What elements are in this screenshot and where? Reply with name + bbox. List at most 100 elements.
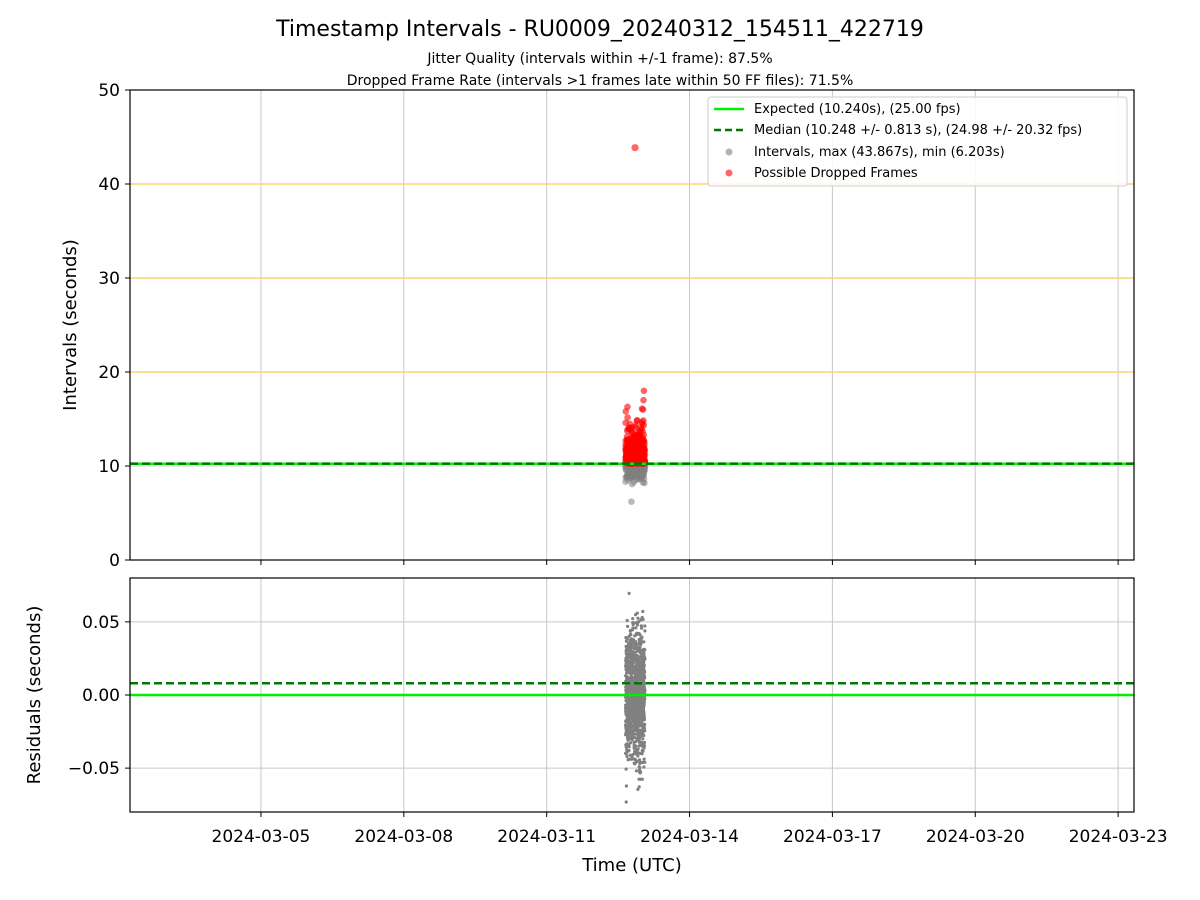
bottom-y-axis: 0.05 0.00 −0.05 [68, 613, 130, 779]
residual-point [632, 714, 636, 718]
residual-point [636, 616, 640, 620]
residual-point [625, 677, 629, 681]
residual-point [640, 748, 644, 753]
residual-point [637, 720, 642, 724]
residual-point [635, 623, 640, 627]
residual-point [634, 626, 638, 630]
x-tick-label: 2024-03-17 [783, 827, 882, 847]
bottom-residual-points [624, 591, 647, 804]
residual-point [637, 638, 641, 642]
residual-point [637, 785, 641, 789]
residual-point [636, 732, 640, 736]
residual-point [624, 752, 628, 756]
residual-point [640, 663, 645, 667]
legend-swatch-dropped [725, 169, 733, 177]
residual-point [624, 636, 628, 640]
bottom-expected-median-lines [130, 682, 1134, 697]
bottom-y-tick-label: 0.05 [82, 613, 120, 633]
residual-point [635, 717, 639, 722]
residual-point [628, 648, 633, 653]
residual-point [636, 620, 640, 624]
residual-point [641, 737, 645, 741]
top-y-tick-label: 10 [98, 457, 120, 477]
legend-box [707, 96, 1128, 187]
residual-point [643, 681, 647, 686]
legend-swatch-intervals [725, 148, 733, 156]
residual-point [633, 664, 638, 668]
residual-point [636, 754, 640, 758]
dropped-frame-point [640, 454, 648, 462]
chart-subtitle-dropped: Dropped Frame Rate (intervals >1 frames … [347, 73, 854, 89]
residual-point [624, 644, 628, 648]
top-y-tick-label: 0 [109, 551, 120, 571]
residual-point [639, 678, 643, 682]
residual-point [628, 667, 632, 671]
residual-point [627, 748, 631, 753]
residual-point [637, 706, 641, 710]
residual-point [643, 624, 647, 628]
residual-point [624, 708, 628, 712]
residual-point [642, 765, 646, 769]
residual-point [638, 761, 642, 766]
x-tick-label: 2024-03-08 [354, 827, 453, 847]
residual-point [629, 734, 633, 738]
residual-point [631, 661, 635, 665]
residual-point [641, 706, 646, 710]
residual-point [632, 732, 636, 736]
residual-point [631, 658, 636, 662]
interval-point-min [628, 498, 635, 506]
residual-point [632, 670, 636, 674]
dropped-frame-point [629, 454, 637, 462]
x-tick-label: 2024-03-23 [1069, 827, 1168, 847]
residual-point [631, 752, 635, 756]
dropped-frame-point [623, 455, 630, 462]
residual-point [643, 648, 647, 652]
residual-point [635, 704, 639, 708]
residual-point [642, 728, 646, 732]
residual-point [624, 733, 628, 737]
legend-label-intervals: Intervals, max (43.867s), min (6.203s) [754, 145, 1005, 160]
residual-point [640, 743, 644, 747]
residual-point [626, 666, 630, 670]
residual-point [636, 714, 640, 718]
residual-point [637, 701, 642, 705]
chart-subtitle-jitter: Jitter Quality (intervals within +/-1 fr… [426, 51, 772, 67]
residual-point [628, 638, 632, 642]
legend-label-expected: Expected (10.240s), (25.00 fps) [754, 102, 961, 117]
residual-point [624, 639, 629, 643]
residual-point [632, 718, 636, 723]
residual-point [642, 695, 647, 699]
bottom-x-axis: 2024-03-05 2024-03-08 2024-03-11 2024-03-14… [212, 812, 1168, 847]
residual-point [625, 754, 629, 759]
residual-point [630, 643, 634, 647]
residual-point [635, 670, 639, 674]
top-y-tick-label: 20 [98, 363, 120, 383]
residual-point [642, 757, 646, 761]
residual-point [624, 767, 628, 771]
residual-point [642, 691, 646, 695]
residual-point [628, 641, 632, 645]
residual-point [638, 667, 643, 672]
residual-point [636, 698, 640, 702]
residual-point [625, 618, 629, 623]
residual-point [639, 649, 643, 653]
residual-point [637, 676, 641, 681]
residual-point [629, 717, 633, 721]
dropped-frame-point [628, 429, 636, 437]
residual-point [636, 648, 640, 653]
dropped-frame-point [638, 443, 646, 451]
residual-point [631, 641, 635, 645]
residual-point [636, 645, 640, 649]
residual-point [635, 727, 639, 731]
dropped-frame-point [629, 448, 637, 456]
residual-point [627, 745, 631, 749]
residual-point [632, 761, 636, 765]
residual-point [625, 698, 630, 703]
residual-point [640, 704, 644, 708]
residual-point [643, 629, 647, 633]
residual-point [627, 686, 632, 690]
residual-point [624, 719, 628, 724]
residual-point [637, 717, 641, 721]
residual-point [624, 658, 628, 662]
